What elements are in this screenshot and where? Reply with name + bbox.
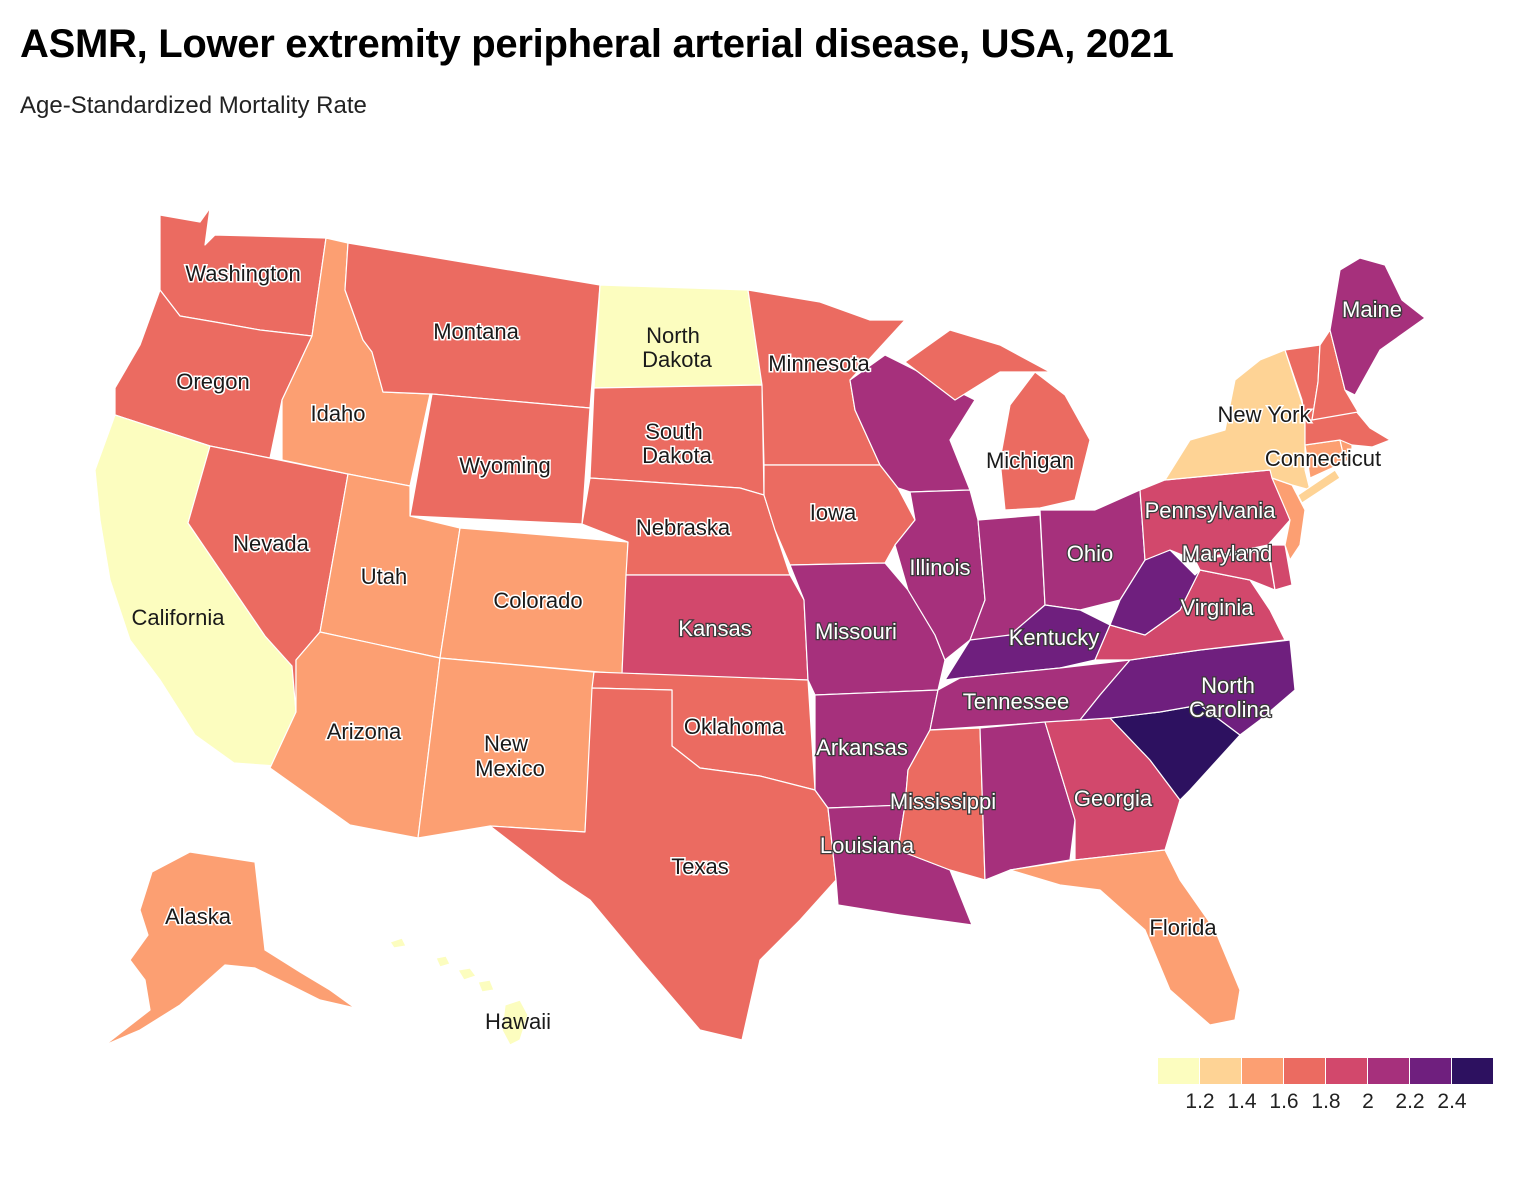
label-nebraska: Nebraska	[636, 515, 731, 540]
label-pennsylvania: Pennsylvania	[1145, 498, 1277, 523]
label-california: California	[132, 605, 226, 630]
legend-swatch-6	[1368, 1058, 1409, 1084]
label-wyoming: Wyoming	[459, 453, 551, 478]
color-legend: 1.2 1.4 1.6 1.8 2 2.2 2.4	[1158, 1058, 1494, 1118]
state-missouri[interactable]	[789, 562, 946, 696]
label-louisiana: Louisiana	[820, 833, 915, 858]
label-ohio: Ohio	[1067, 541, 1113, 566]
map-title: ASMR, Lower extremity peripheral arteria…	[20, 22, 1174, 66]
state-maine[interactable]	[1329, 257, 1426, 396]
label-arizona: Arizona	[327, 719, 402, 744]
legend-swatch-5	[1326, 1058, 1367, 1084]
label-new-mexico-line1: New	[484, 731, 528, 756]
label-kentucky: Kentucky	[1009, 625, 1100, 650]
legend-tick-1: 1.2	[1185, 1090, 1215, 1113]
label-idaho: Idaho	[310, 401, 365, 426]
label-maryland: Maryland	[1182, 541, 1272, 566]
state-illinois[interactable]	[894, 489, 986, 661]
legend-swatch-4	[1284, 1058, 1325, 1084]
state-maryland[interactable]	[1194, 549, 1276, 591]
legend-swatch-7	[1410, 1058, 1451, 1084]
state-alaska[interactable]	[104, 851, 356, 1046]
label-alaska: Alaska	[165, 904, 232, 929]
state-michigan-up[interactable]	[904, 329, 1051, 401]
state-delaware[interactable]	[1267, 544, 1293, 591]
state-north-carolina[interactable]	[1079, 639, 1296, 736]
state-florida[interactable]	[1009, 849, 1241, 1026]
legend-tick-3: 1.6	[1269, 1090, 1299, 1113]
state-new-jersey[interactable]	[1271, 477, 1306, 561]
legend-tick-6: 2.2	[1395, 1090, 1425, 1113]
label-washington: Washington	[185, 261, 300, 286]
legend-tick-5: 2	[1362, 1090, 1374, 1113]
label-hawaii: Hawaii	[485, 1009, 551, 1034]
label-south-dakota-line1: South	[645, 419, 703, 444]
label-new-york: New York	[1218, 402, 1312, 427]
label-utah: Utah	[361, 564, 407, 589]
label-arkansas: Arkansas	[816, 735, 908, 760]
label-texas: Texas	[671, 854, 728, 879]
state-michigan[interactable]	[999, 371, 1091, 511]
label-virginia: Virginia	[1181, 595, 1255, 620]
label-north-carolina-line1: North	[1201, 673, 1255, 698]
state-texas[interactable]	[489, 687, 837, 1041]
label-georgia: Georgia	[1074, 786, 1153, 811]
label-iowa: Iowa	[810, 500, 857, 525]
label-south-dakota-line2: Dakota	[642, 443, 712, 468]
state-massachusetts[interactable]	[1304, 409, 1391, 448]
label-oregon: Oregon	[176, 369, 249, 394]
label-colorado: Colorado	[493, 588, 582, 613]
label-new-mexico-line2: Mexico	[475, 756, 545, 781]
label-kansas: Kansas	[678, 616, 751, 641]
label-connecticut: Connecticut	[1265, 446, 1381, 471]
label-north-dakota-line1: North	[646, 323, 700, 348]
label-north-carolina-line2: Carolina	[1189, 697, 1272, 722]
legend-tick-7: 2.4	[1437, 1090, 1467, 1113]
label-north-dakota-line2: Dakota	[642, 347, 712, 372]
state-hawaii-islands[interactable]	[389, 937, 495, 993]
map-subtitle: Age-Standardized Mortality Rate	[20, 92, 367, 119]
legend-swatch-2	[1200, 1058, 1241, 1084]
legend-swatch-8	[1452, 1058, 1493, 1084]
label-missouri: Missouri	[815, 619, 897, 644]
label-oklahoma: Oklahoma	[684, 714, 785, 739]
state-long-island[interactable]	[1297, 469, 1341, 504]
label-maine: Maine	[1342, 297, 1402, 322]
label-illinois: Illinois	[909, 555, 970, 580]
label-mississippi: Mississippi	[890, 789, 996, 814]
state-hawaii[interactable]	[501, 999, 529, 1046]
label-nevada: Nevada	[233, 531, 310, 556]
legend-swatch-1	[1158, 1058, 1199, 1084]
label-michigan: Michigan	[986, 448, 1074, 473]
legend-tick-2: 1.4	[1227, 1090, 1257, 1113]
label-tennessee: Tennessee	[963, 689, 1069, 714]
legend-tick-4: 1.8	[1311, 1090, 1341, 1113]
label-minnesota: Minnesota	[768, 351, 870, 376]
label-florida: Florida	[1149, 915, 1217, 940]
state-montana[interactable]	[344, 242, 601, 409]
label-montana: Montana	[433, 319, 519, 344]
legend-swatch-3	[1242, 1058, 1283, 1084]
